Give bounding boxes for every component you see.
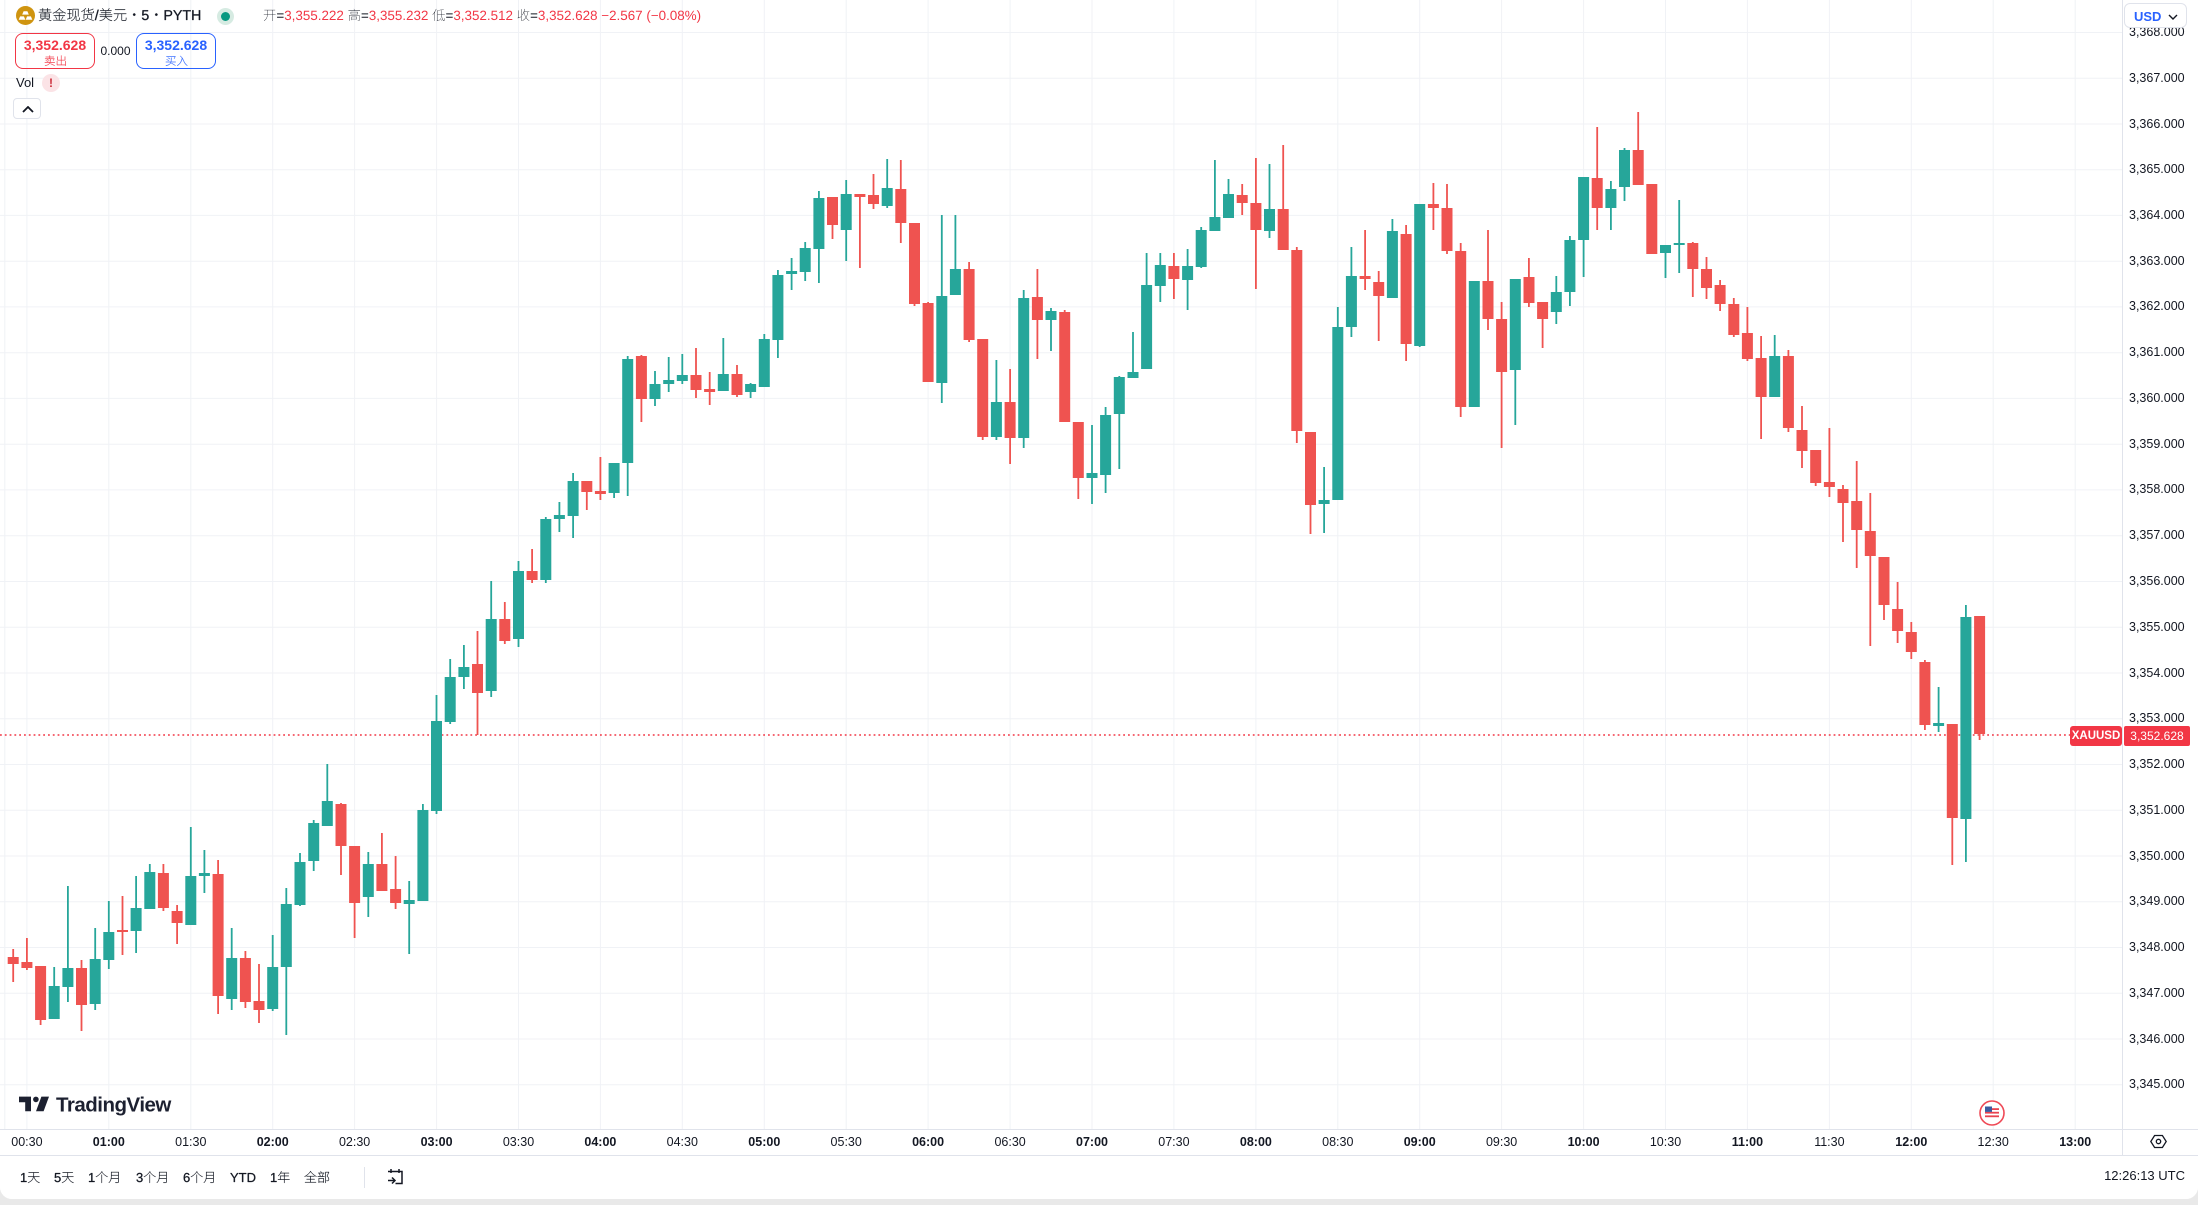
svg-text:TradingView: TradingView bbox=[56, 1096, 171, 1116]
